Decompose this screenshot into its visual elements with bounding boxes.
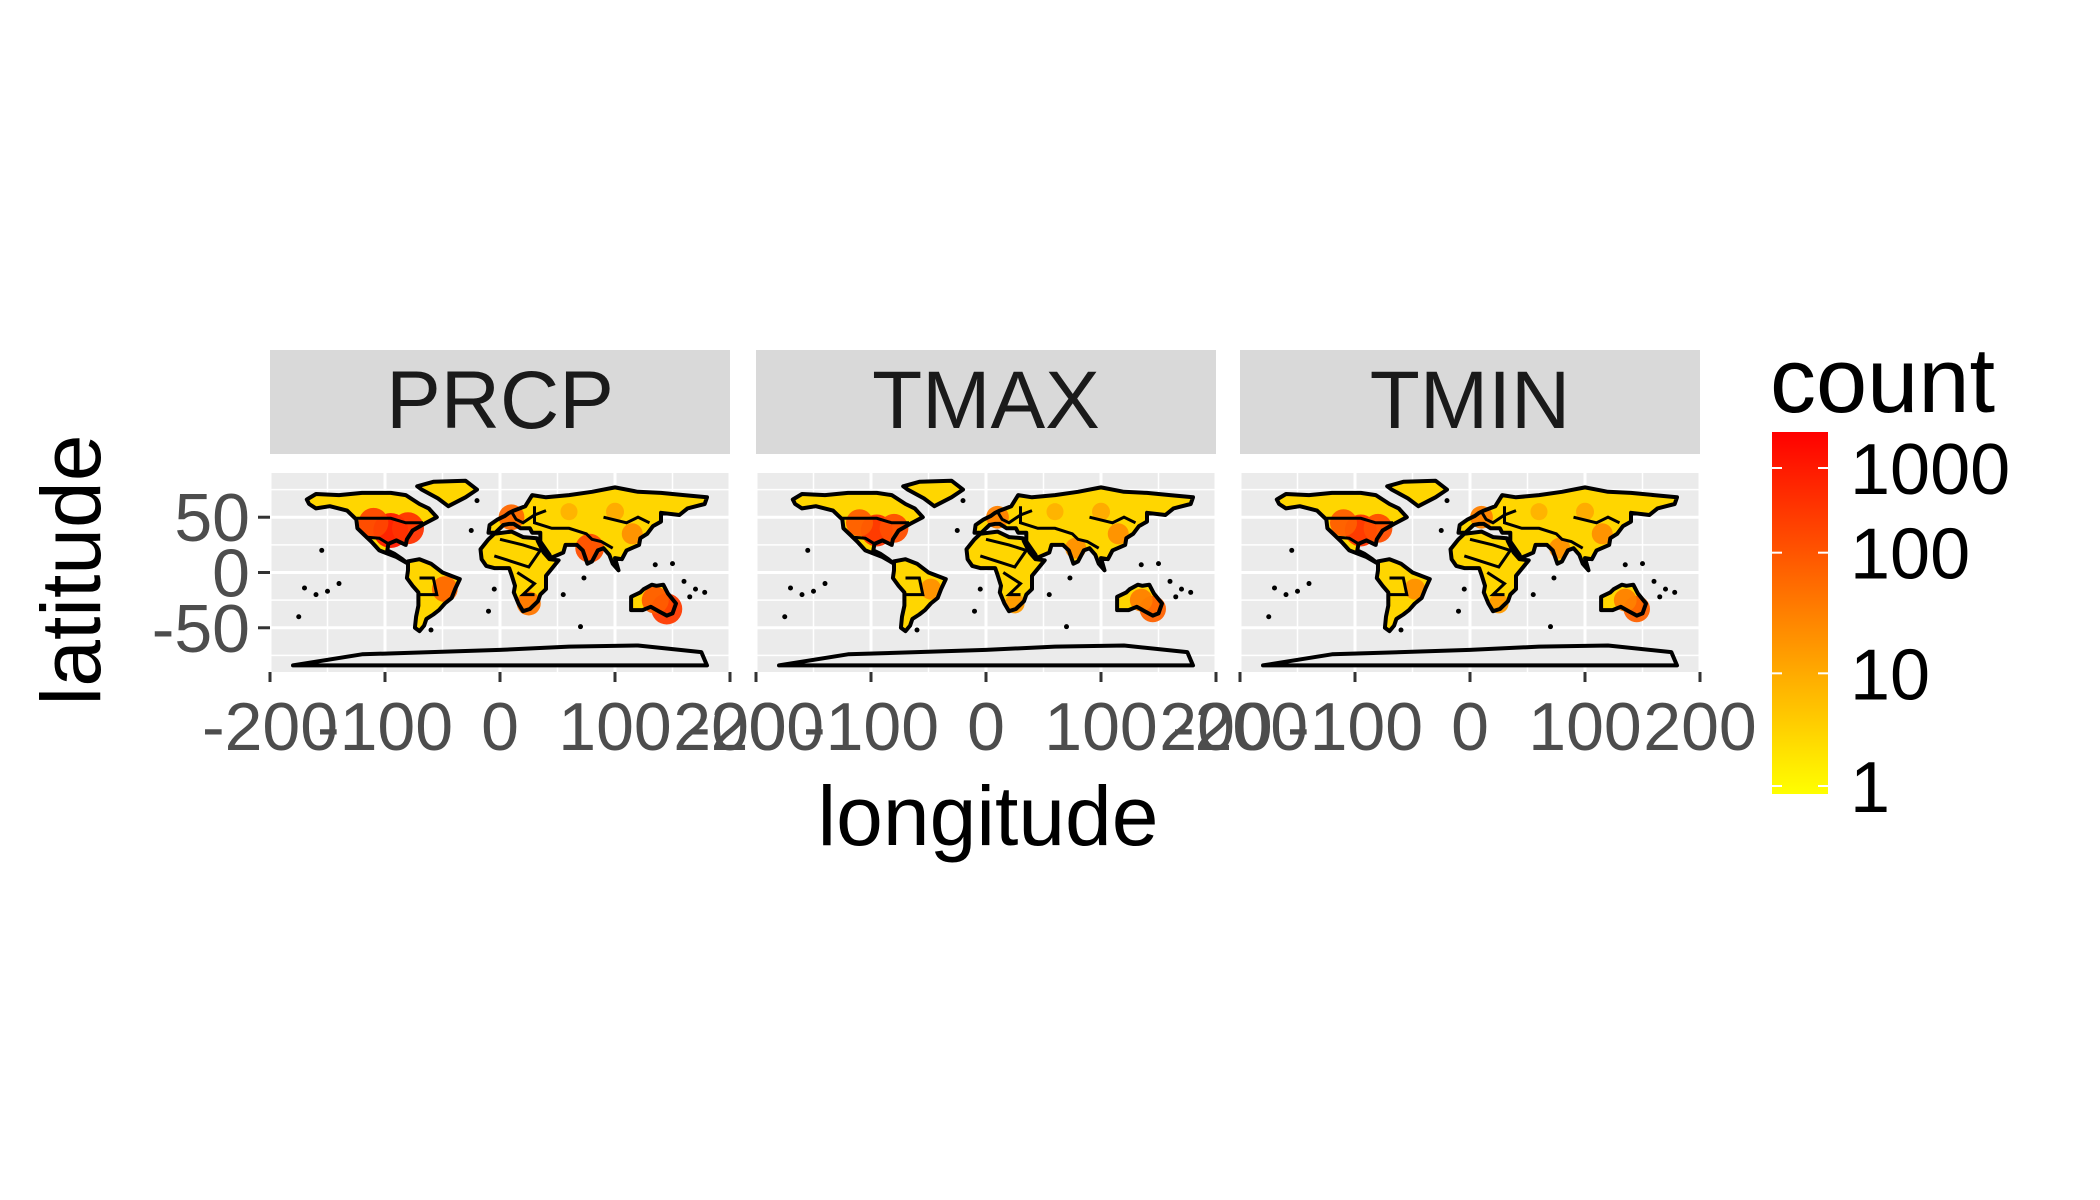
count-cell	[560, 503, 577, 520]
y-axis-title: latitude	[24, 435, 118, 706]
island-point	[1307, 581, 1312, 586]
count-cell	[1530, 503, 1547, 520]
legend-colorbar	[1772, 432, 1828, 794]
island-point	[1067, 576, 1072, 581]
island-point	[492, 587, 497, 592]
facet-panel-prcp: PRCP	[270, 350, 730, 672]
facet-strip-label: TMAX	[872, 355, 1100, 446]
x-tick-label: -100	[317, 689, 453, 765]
island-point	[1266, 614, 1271, 619]
island-point	[1179, 587, 1184, 592]
island-point	[670, 561, 675, 566]
island-point	[337, 581, 342, 586]
island-point	[1188, 590, 1193, 595]
island-point	[475, 498, 480, 503]
island-point	[972, 609, 977, 614]
island-point	[1156, 561, 1161, 566]
island-point	[823, 581, 828, 586]
island-point	[1531, 592, 1536, 597]
facet-panel-tmax: TMAX	[756, 350, 1216, 672]
x-tick-label: 0	[1451, 689, 1489, 765]
x-tick-label: -100	[1287, 689, 1423, 765]
x-axis-ticks: -200-100 0 100 200-200-100 0 100 200-200-100 0 1…	[202, 672, 1757, 765]
facet-strip-label: TMIN	[1370, 355, 1570, 446]
island-point	[1657, 594, 1662, 599]
island-point	[1295, 589, 1300, 594]
island-point	[782, 614, 787, 619]
island-point	[702, 590, 707, 595]
island-point	[1456, 609, 1461, 614]
island-point	[1064, 624, 1069, 629]
island-point	[302, 585, 307, 590]
island-point	[811, 589, 816, 594]
island-point	[325, 589, 330, 594]
facet-panels: PRCP TMAX TMIN	[270, 350, 1700, 672]
island-point	[1168, 579, 1173, 584]
island-point	[1439, 528, 1444, 533]
island-point	[682, 579, 687, 584]
island-point	[1663, 587, 1668, 592]
island-point	[805, 548, 810, 553]
x-tick-label: 100	[1528, 689, 1641, 765]
island-point	[1551, 576, 1556, 581]
island-point	[788, 585, 793, 590]
island-point	[1652, 579, 1657, 584]
x-axis-title: longitude	[818, 769, 1159, 863]
count-cell	[1046, 503, 1063, 520]
island-point	[1462, 587, 1467, 592]
legend-label: 1000	[1850, 430, 2010, 510]
legend-label: 1	[1850, 748, 1890, 828]
island-point	[955, 528, 960, 533]
legend-label: 10	[1850, 635, 1930, 715]
legend-label: 100	[1850, 515, 1970, 595]
island-point	[1173, 594, 1178, 599]
island-point	[486, 609, 491, 614]
legend-title: count	[1770, 330, 1995, 432]
x-tick-label: 100	[558, 689, 671, 765]
island-point	[1445, 498, 1450, 503]
island-point	[1672, 590, 1677, 595]
facet-strip-label: PRCP	[386, 355, 614, 446]
x-tick-label: -100	[803, 689, 939, 765]
y-tick-label: -50	[152, 591, 250, 667]
island-point	[1272, 585, 1277, 590]
island-point	[1289, 548, 1294, 553]
island-point	[296, 614, 301, 619]
x-tick-label: 200	[1643, 689, 1756, 765]
island-point	[915, 627, 920, 632]
island-point	[561, 592, 566, 597]
facet-panel-tmin: TMIN	[1240, 350, 1700, 672]
island-point	[653, 562, 658, 567]
island-point	[1284, 592, 1289, 597]
island-point	[1640, 561, 1645, 566]
island-point	[1139, 562, 1144, 567]
island-point	[581, 576, 586, 581]
island-point	[693, 587, 698, 592]
x-tick-label: 0	[967, 689, 1005, 765]
island-point	[978, 587, 983, 592]
island-point	[429, 627, 434, 632]
island-point	[1623, 562, 1628, 567]
x-tick-label: 100	[1044, 689, 1157, 765]
y-axis-ticks: 500-50	[152, 480, 270, 667]
island-point	[800, 592, 805, 597]
island-point	[1399, 627, 1404, 632]
island-point	[1548, 624, 1553, 629]
island-point	[578, 624, 583, 629]
island-point	[314, 592, 319, 597]
island-point	[469, 528, 474, 533]
island-point	[1047, 592, 1052, 597]
island-point	[961, 498, 966, 503]
x-tick-label: 0	[481, 689, 519, 765]
island-point	[687, 594, 692, 599]
island-point	[319, 548, 324, 553]
